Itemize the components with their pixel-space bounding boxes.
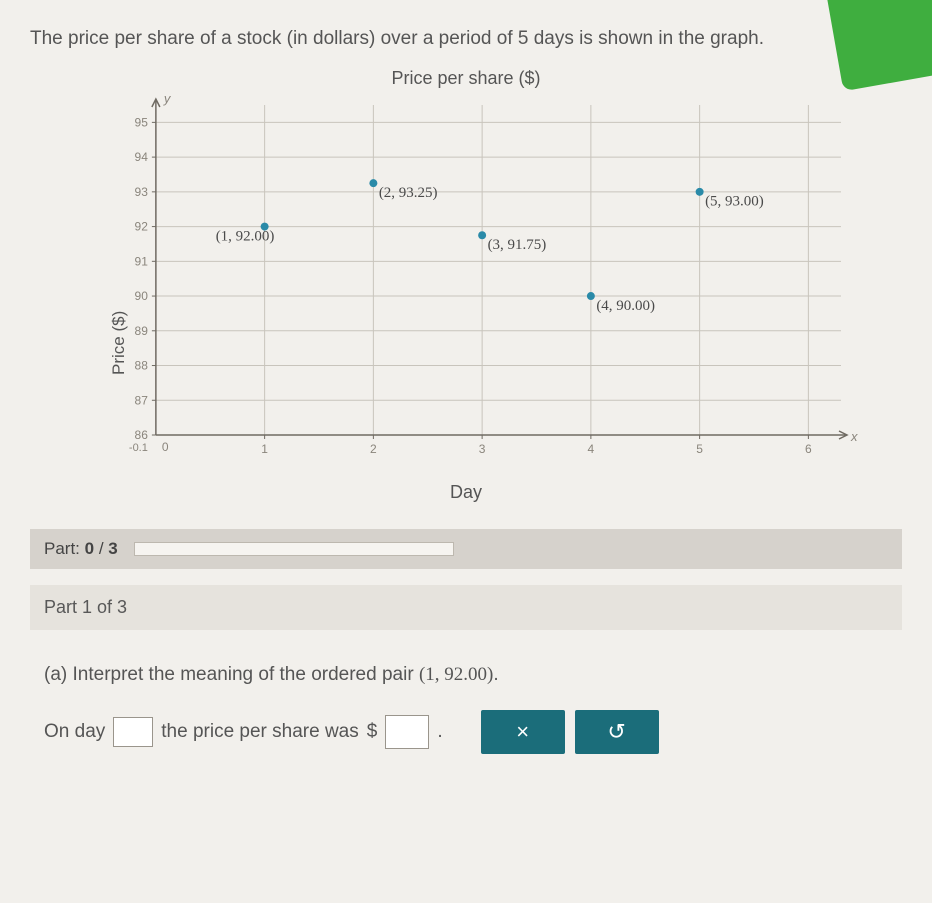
svg-text:86: 86 <box>135 428 149 442</box>
answer-currency: $ <box>367 721 378 743</box>
svg-text:(2, 93.25): (2, 93.25) <box>379 185 438 201</box>
svg-text:6: 6 <box>805 442 812 456</box>
chart-xlabel: Day <box>30 482 902 503</box>
progress-current: 0 <box>85 539 94 558</box>
svg-text:88: 88 <box>135 358 149 372</box>
svg-text:91: 91 <box>135 254 149 268</box>
question-suffix: . <box>493 664 498 685</box>
question-prefix: (a) Interpret the meaning of the ordered… <box>44 664 419 685</box>
svg-text:1: 1 <box>261 442 268 456</box>
svg-text:5: 5 <box>696 442 703 456</box>
svg-text:2: 2 <box>370 442 377 456</box>
svg-text:(5, 93.00): (5, 93.00) <box>705 193 764 209</box>
answer-line: On day the price per share was $ . × ↺ <box>30 690 902 754</box>
answer-t2: the price per share was <box>161 721 359 743</box>
scatter-chart: 86 87 88 89 90 91 92 93 94 95 0 1 2 3 4 5 6 -0.1 x y (1, 92.… <box>71 95 861 465</box>
svg-text:95: 95 <box>135 115 149 129</box>
svg-text:0: 0 <box>162 440 169 454</box>
price-input[interactable] <box>385 715 429 749</box>
question-pair: (1, 92.00) <box>419 664 493 685</box>
chart-title: Price per share ($) <box>30 68 902 89</box>
svg-text:3: 3 <box>479 442 486 456</box>
svg-text:(1, 92.00): (1, 92.00) <box>216 228 275 244</box>
answer-t3: . <box>437 721 442 743</box>
svg-text:-0.1: -0.1 <box>129 442 148 454</box>
clear-button[interactable]: × <box>481 710 565 754</box>
progress-prefix: Part: <box>44 539 85 558</box>
progress-total: 3 <box>108 539 117 558</box>
chart-ylabel: Price ($) <box>109 310 129 374</box>
svg-text:94: 94 <box>135 150 149 164</box>
reset-button[interactable]: ↺ <box>575 710 659 754</box>
question-text: (a) Interpret the meaning of the ordered… <box>30 630 902 690</box>
svg-text:(4, 90.00): (4, 90.00) <box>596 297 655 313</box>
svg-text:4: 4 <box>588 442 595 456</box>
svg-text:x: x <box>850 429 858 444</box>
progress-sep: / <box>94 539 108 558</box>
chart-region: Price per share ($) Price ($) 86 87 88 89 90… <box>30 68 902 503</box>
part-header: Part 1 of 3 <box>30 585 902 630</box>
problem-prompt: The price per share of a stock (in dolla… <box>30 25 902 54</box>
progress-bar-row: Part: 0 / 3 <box>30 529 902 569</box>
svg-text:89: 89 <box>135 323 149 337</box>
answer-t1: On day <box>44 721 105 743</box>
svg-text:92: 92 <box>135 219 149 233</box>
progress-label: Part: 0 / 3 <box>44 539 118 559</box>
svg-text:(3, 91.75): (3, 91.75) <box>488 237 547 253</box>
svg-text:90: 90 <box>135 289 149 303</box>
svg-text:y: y <box>163 95 172 106</box>
svg-text:87: 87 <box>135 393 149 407</box>
day-input[interactable] <box>113 717 153 747</box>
svg-text:93: 93 <box>135 184 149 198</box>
progress-track <box>134 542 454 556</box>
